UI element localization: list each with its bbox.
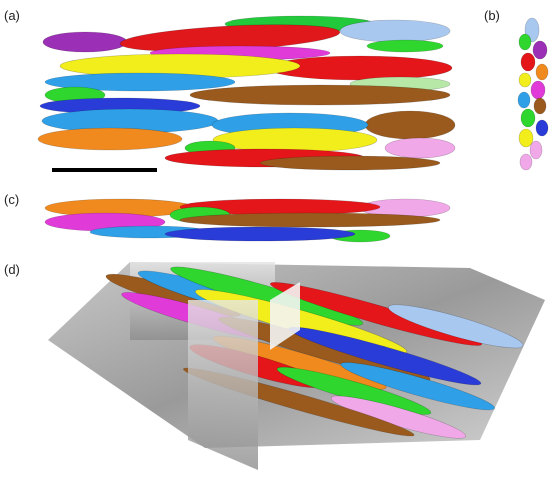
panel-d-render (48, 220, 545, 470)
panel-c-render (45, 199, 450, 242)
figure: (a) (b) (c) (d) (0, 0, 556, 495)
panel-label: (d) (4, 262, 20, 277)
panel-b-render (518, 18, 548, 170)
page: (a) (b) (c) (d) (0, 0, 556, 495)
panel-label: (b) (484, 8, 500, 23)
panel-a-render (38, 16, 455, 170)
panel-label: (a) (4, 8, 20, 23)
panel-label: (c) (4, 192, 19, 207)
